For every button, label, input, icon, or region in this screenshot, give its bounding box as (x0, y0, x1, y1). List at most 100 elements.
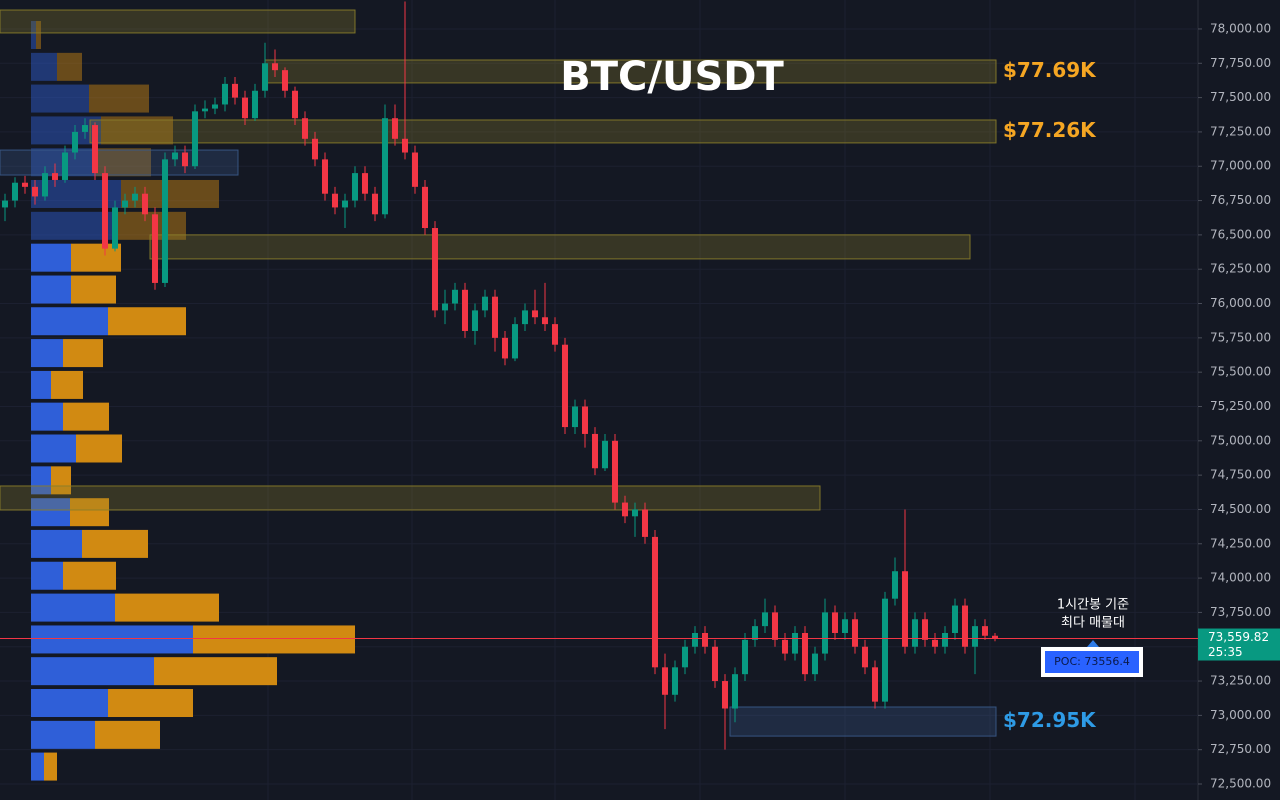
profile-buy-bar (31, 402, 63, 431)
y-tick-label: 72,750.00 (1210, 742, 1271, 756)
candle-body (662, 667, 668, 695)
candle-body (212, 104, 218, 109)
candle-body (822, 612, 828, 654)
profile-buy-bar (31, 84, 89, 113)
candle-body (242, 97, 248, 119)
candle-body (142, 193, 148, 215)
candle-body (462, 289, 468, 331)
y-tick-label: 76,500.00 (1210, 227, 1271, 241)
candle-body (312, 138, 318, 160)
candle-body (292, 90, 298, 119)
profile-sell-bar (108, 307, 186, 336)
y-tick-label: 75,000.00 (1210, 433, 1271, 447)
candle-body (532, 310, 538, 318)
profile-sell-bar (89, 84, 149, 113)
candle-body (982, 626, 988, 636)
candle-body (852, 619, 858, 647)
profile-buy-bar (31, 466, 51, 495)
candle-body (872, 667, 878, 702)
profile-buy-bar (31, 625, 193, 654)
candle-body (352, 173, 358, 201)
candle-body (92, 125, 98, 174)
y-tick-label: 77,000.00 (1210, 159, 1271, 173)
candle-body (262, 63, 268, 91)
candle-body (562, 344, 568, 428)
candle-body (572, 406, 578, 428)
profile-buy-bar (31, 339, 63, 368)
annotation-line: 1시간봉 기준 (1057, 598, 1129, 613)
y-tick-label: 74,500.00 (1210, 502, 1271, 516)
annotation-line: 최다 매물대 (1061, 616, 1125, 631)
candle-body (972, 626, 978, 647)
profile-sell-bar (44, 752, 57, 781)
candle-body (72, 131, 78, 153)
candle-body (912, 619, 918, 647)
profile-buy-bar (31, 243, 71, 272)
candle-body (642, 509, 648, 537)
y-tick-label: 74,250.00 (1210, 536, 1271, 550)
candle-body (512, 324, 518, 359)
candle-body (2, 200, 8, 208)
profile-sell-bar (63, 402, 109, 431)
profile-sell-bar (70, 498, 109, 527)
candle-body (222, 83, 228, 105)
price-axis-panel (1198, 0, 1280, 800)
profile-sell-bar (95, 720, 160, 749)
y-tick-label: 76,750.00 (1210, 193, 1271, 207)
zone-label: $77.26K (1003, 118, 1097, 142)
candle-body (422, 186, 428, 229)
profile-buy-bar (31, 498, 70, 527)
price-zone (729, 706, 997, 737)
profile-buy-bar (31, 529, 82, 558)
candle-body (322, 159, 328, 194)
candle-body (612, 440, 618, 503)
profile-buy-bar (31, 116, 101, 145)
candle-body (802, 632, 808, 675)
profile-buy-bar (31, 307, 108, 336)
profile-buy-bar (31, 657, 154, 686)
candle-body (122, 200, 128, 208)
candle-body (632, 509, 638, 517)
profile-sell-bar (101, 116, 173, 145)
candle-body (362, 173, 368, 194)
candle-body (542, 317, 548, 325)
current-price-label: 73,559.82 (1208, 630, 1269, 644)
price-zone (89, 119, 997, 144)
candle-body (762, 612, 768, 627)
candle-body (932, 639, 938, 647)
profile-buy-bar (31, 720, 95, 749)
profile-sell-bar (108, 689, 193, 718)
candle-body (32, 186, 38, 197)
candle-body (492, 296, 498, 338)
candle-body (952, 605, 958, 633)
countdown-label: 25:35 (1208, 645, 1243, 659)
candle-body (882, 598, 888, 702)
profile-sell-bar (51, 370, 83, 399)
candle-body (502, 337, 508, 359)
candle-body (712, 646, 718, 682)
candle-body (112, 207, 118, 249)
profile-sell-bar (63, 339, 103, 368)
candle-body (192, 111, 198, 167)
profile-buy-bar (31, 21, 36, 50)
y-tick-label: 75,500.00 (1210, 365, 1271, 379)
candle-body (22, 182, 28, 187)
candle-body (272, 63, 278, 71)
zone-label: $77.69K (1003, 58, 1097, 82)
poc-box (1045, 651, 1139, 673)
candle-body (282, 70, 288, 91)
candle-body (382, 118, 388, 215)
profile-buy-bar (31, 434, 76, 463)
candle-body (42, 173, 48, 197)
profile-sell-bar (57, 52, 82, 81)
candle-body (62, 152, 68, 180)
candle-body (452, 289, 458, 304)
profile-buy-bar (31, 752, 44, 781)
profile-sell-bar (115, 593, 219, 622)
candle-body (752, 626, 758, 640)
price-zone (149, 234, 971, 260)
profile-buy-bar (31, 561, 63, 590)
profile-buy-bar (31, 52, 57, 81)
candle-body (962, 605, 968, 647)
